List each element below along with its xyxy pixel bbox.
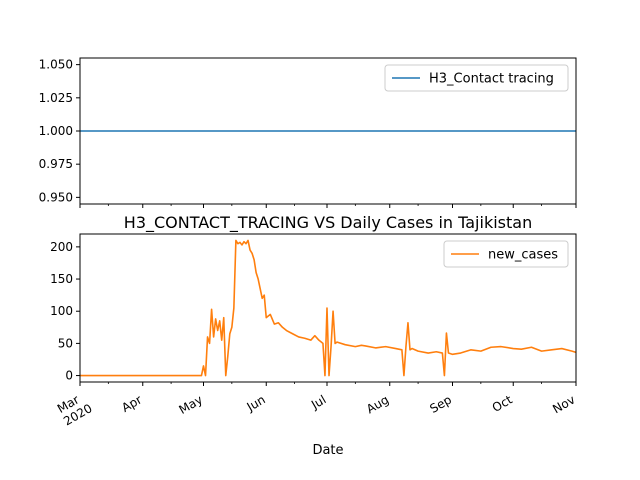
- x-axis-label: Date: [312, 443, 343, 458]
- axes-frame: [79, 57, 577, 205]
- y-tick-label: 100: [50, 304, 73, 318]
- chart-title: H3_CONTACT_TRACING VS Daily Cases in Taj…: [124, 213, 532, 233]
- x-tick-label: Jul: [308, 392, 328, 412]
- legend-box: [384, 64, 569, 92]
- y-tick-label: 0: [65, 369, 73, 383]
- legend-label: new_cases: [488, 248, 558, 263]
- legend-label: H3_Contact tracing: [429, 72, 554, 87]
- contact-tracing-plot: 0.950 0.975 1.000 1.025 1.050 H3_Contact trac…: [39, 57, 577, 208]
- series-line-new-cases: [80, 239, 577, 377]
- y-tick-label: 1.050: [39, 58, 73, 72]
- y-tick-label: 0.950: [39, 190, 73, 204]
- y-tick-label: 150: [50, 272, 73, 286]
- axes-frame: [79, 233, 577, 383]
- y-tick-label: 0.975: [39, 157, 73, 171]
- y-tick-label: 50: [58, 336, 73, 350]
- x-tick-label-line: Jul: [308, 392, 328, 412]
- y-tick-label: 200: [50, 240, 73, 254]
- y-tick-label: 1.025: [39, 91, 73, 105]
- y-tick-label: 1.000: [39, 124, 73, 138]
- legend-box: [443, 240, 569, 268]
